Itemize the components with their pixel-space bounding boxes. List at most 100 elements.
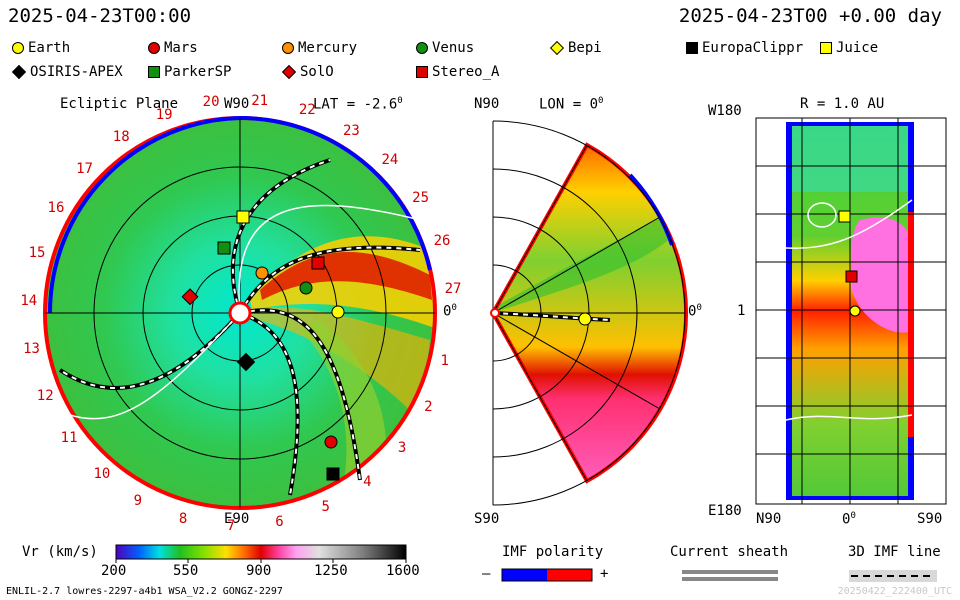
solo-marker [181, 288, 199, 306]
meridional-right-label: 00 [688, 303, 702, 320]
legend-item-earth: Earth [12, 39, 70, 57]
legend-label: SolO [300, 64, 334, 80]
legend-item-bepi: Bepi [549, 39, 602, 57]
ecliptic-top-label: W90 [224, 96, 250, 112]
juice-marker [236, 210, 250, 224]
legend-label: Mars [164, 40, 198, 56]
radial-top-left: W180 [708, 103, 742, 119]
carrington-label-20: 20 [202, 94, 220, 111]
ecliptic-title: Ecliptic Plane [60, 96, 179, 112]
carrington-label-16: 16 [47, 200, 65, 217]
legend-item-juice: Juice [820, 39, 878, 57]
imf-plus-sign: + [600, 566, 609, 582]
ecliptic-lat-label: LAT = -2.60 [313, 96, 403, 113]
legend-item-solo: SolO [281, 63, 334, 81]
right-timestamp: 2025-04-23T00 +0.00 day [678, 5, 942, 27]
legend-item-stereo-a: Stereo_A [416, 63, 499, 81]
carrington-label-24: 24 [381, 152, 399, 169]
legend-label: Stereo_A [432, 64, 500, 80]
mars-marker [324, 435, 338, 449]
carrington-label-21: 21 [251, 92, 269, 109]
legend-label: Bepi [568, 40, 602, 56]
parker-marker [217, 241, 231, 255]
legend-item-mercury: Mercury [282, 39, 357, 57]
carrington-label-18: 18 [112, 129, 130, 146]
circle-marker-icon [282, 42, 294, 54]
legend-label: Earth [28, 40, 71, 56]
carrington-label-17: 17 [76, 160, 93, 177]
radial-bottom-left: E180 [708, 503, 742, 519]
colorbar-tick-1250: 1250 [314, 563, 348, 579]
carrington-label-1: 1 [440, 353, 449, 370]
legend-label: OSIRIS-APEX [30, 64, 123, 80]
earth-marker [331, 305, 345, 319]
radial-x-left: N90 [756, 511, 782, 527]
ecliptic-bottom-label: E90 [224, 511, 250, 527]
carrington-label-11: 11 [60, 430, 78, 447]
carrington-label-5: 5 [321, 498, 330, 515]
circle-marker-icon [148, 42, 160, 54]
legend-label: Mercury [298, 40, 358, 56]
meridional-lon-label: LON = 00 [539, 96, 604, 113]
square-marker-icon [416, 66, 428, 78]
legend-item-osiris-apex: OSIRIS-APEX [11, 63, 123, 81]
carrington-label-23: 23 [342, 122, 360, 139]
square-marker-icon [820, 42, 832, 54]
carrington-label-2: 2 [424, 398, 433, 415]
carrington-label-3: 3 [397, 439, 407, 456]
europa-clipper-marker [326, 467, 340, 481]
carrington-label-19: 19 [155, 106, 173, 123]
carrington-label-25: 25 [412, 189, 430, 206]
legend-label: Juice [836, 40, 879, 56]
meridional-bottom-left: S90 [474, 511, 500, 527]
radial-x-right: S90 [917, 511, 943, 527]
square-marker-icon [148, 66, 160, 78]
colorbar-label: Vr (km/s) [22, 544, 98, 560]
left-timestamp: 2025-04-23T00:00 [8, 5, 192, 27]
radial-mid-left: 1 [737, 303, 746, 319]
carrington-label-14: 14 [20, 292, 38, 309]
colorbar-tick-1600: 1600 [386, 563, 420, 579]
carrington-label-10: 10 [93, 465, 111, 482]
circle-marker-icon [12, 42, 24, 54]
imf-polarity-label: IMF polarity [502, 544, 604, 560]
imf-negative-swatch [502, 569, 547, 581]
footer-run-id: 20250422_222400_UTC [837, 586, 952, 597]
current-sheath-label: Current sheath [670, 544, 789, 560]
stereo-a-marker [311, 256, 325, 270]
carrington-label-15: 15 [28, 244, 46, 261]
carrington-label-6: 6 [275, 513, 284, 530]
imf-positive-swatch [547, 569, 592, 581]
carrington-label-26: 26 [433, 233, 451, 250]
carrington-label-27: 27 [444, 280, 462, 297]
carrington-label-13: 13 [23, 341, 40, 358]
imf3d-label: 3D IMF line [848, 544, 941, 560]
meridional-top-left: N90 [474, 96, 500, 112]
legend-item-europaclippr: EuropaClippr [686, 39, 803, 57]
legend-item-venus: Venus [416, 39, 474, 57]
carrington-label-7: 7 [226, 517, 236, 534]
venus-marker [299, 281, 313, 295]
legend-label: Venus [432, 40, 475, 56]
radial-x-mid: 00 [842, 511, 856, 528]
legend-label: EuropaClippr [702, 40, 804, 56]
circle-marker-icon [416, 42, 428, 54]
osiris-apex-marker [236, 352, 256, 372]
ecliptic-right-label: 00 [443, 303, 457, 320]
colorbar-tick-900: 900 [246, 563, 272, 579]
velocity-colorbar [115, 544, 407, 560]
carrington-label-4: 4 [363, 473, 372, 490]
radial-title: R = 1.0 AU [800, 96, 885, 112]
mercury-marker [255, 266, 269, 280]
legend-item-mars: Mars [148, 39, 198, 57]
carrington-label-9: 9 [133, 493, 143, 510]
legend-label: ParkerSP [164, 64, 232, 80]
carrington-label-22: 22 [298, 102, 316, 119]
colorbar-tick-550: 550 [173, 563, 199, 579]
sheath-sample-top [682, 570, 778, 574]
legend-item-parkersp: ParkerSP [148, 63, 231, 81]
imf-minus-sign: – [482, 566, 491, 582]
carrington-label-8: 8 [178, 511, 188, 527]
carrington-label-12: 12 [36, 387, 54, 404]
